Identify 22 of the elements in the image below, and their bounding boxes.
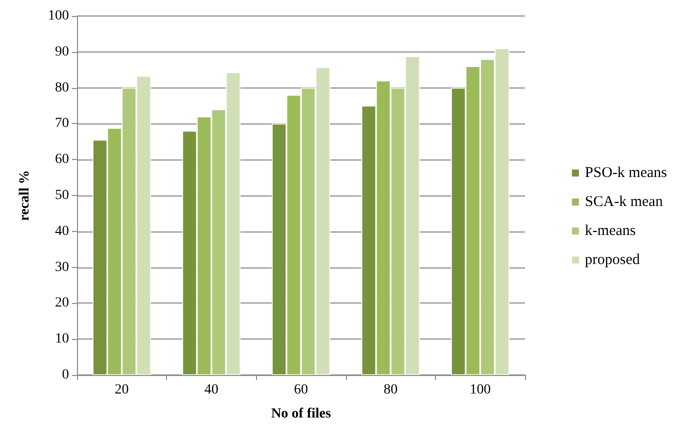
y-tick-label: 80 (55, 80, 69, 96)
x-tick-label: 40 (204, 382, 218, 398)
y-tick-label: 40 (55, 224, 69, 239)
x-tick-label: 60 (294, 382, 308, 398)
x-tick-label: 20 (114, 382, 129, 398)
y-tick-label: 90 (55, 44, 69, 60)
x-axis-title: No of files (271, 406, 332, 422)
y-tick-label: 0 (62, 368, 69, 382)
legend-label: proposed (584, 252, 640, 268)
y-tick-label: 70 (55, 116, 69, 132)
y-tick-label: 10 (55, 332, 69, 347)
legend-label: PSO-k means (584, 165, 668, 181)
y-tick-label: 100 (48, 8, 69, 24)
x-tick-label: 100 (470, 382, 491, 398)
y-axis-title: recall % (18, 170, 32, 221)
y-tick-label: 30 (55, 260, 69, 275)
x-tick-label: 80 (384, 382, 398, 398)
legend-label: SCA-k mean (584, 194, 664, 210)
legend-label: k-means (584, 223, 636, 239)
y-tick-label: 20 (55, 296, 69, 311)
y-tick-label: 60 (55, 152, 69, 168)
y-tick-label: 50 (55, 188, 69, 203)
